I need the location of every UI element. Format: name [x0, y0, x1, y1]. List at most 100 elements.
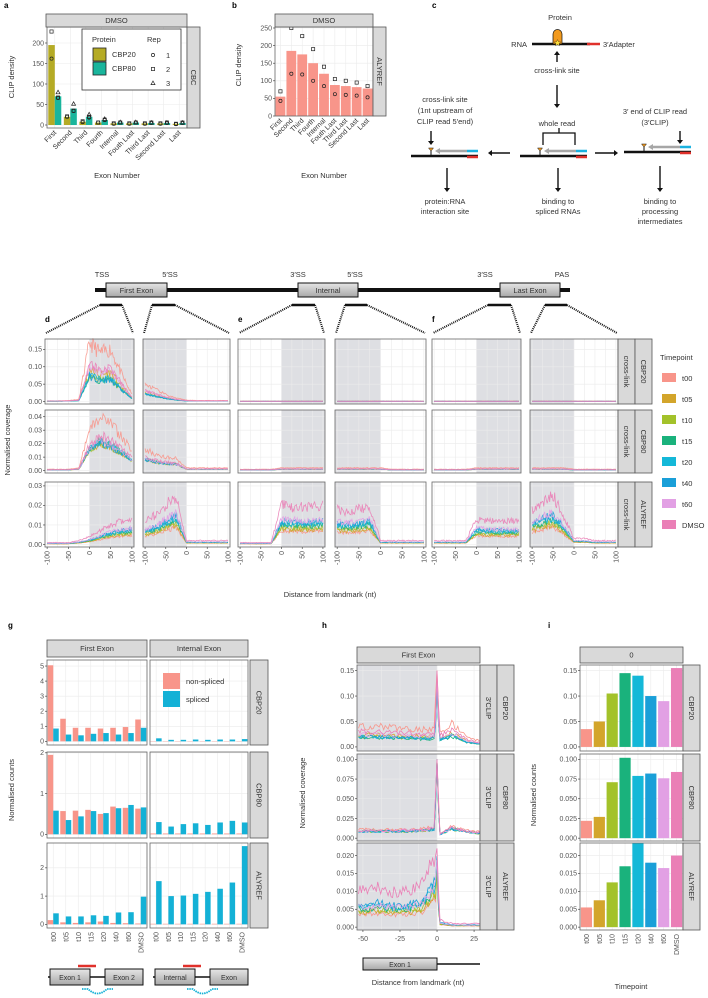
replicate-point	[111, 121, 116, 126]
x-tick-label: 100	[613, 551, 620, 563]
y-axis-title: CLIP density	[7, 56, 16, 99]
bar-non-spliced	[236, 833, 242, 835]
legend-title: Timepoint	[660, 353, 694, 362]
bar-cbp20	[48, 45, 55, 125]
bar-non-spliced	[224, 833, 230, 835]
exon-box	[499, 282, 561, 298]
strip-protein	[634, 338, 653, 405]
facet-border	[44, 409, 135, 474]
legend-label: t15	[682, 437, 692, 446]
y-tick-label: 2	[40, 750, 44, 757]
x-tick-label: DMSO	[138, 931, 145, 953]
replicate-point	[71, 108, 76, 113]
facet-border	[237, 338, 326, 405]
legend-rep-label: 2	[166, 65, 170, 74]
zoom-connector	[530, 304, 546, 334]
panel-label-d: d	[45, 315, 50, 324]
right-outcome: binding to	[644, 197, 677, 206]
arrow-head	[677, 140, 683, 144]
y-tick-label: 0.10	[563, 693, 577, 700]
bar-spliced	[229, 739, 236, 742]
panel-label-c: c	[432, 1, 437, 10]
bar-spliced	[140, 896, 147, 925]
bar-non-spliced	[110, 727, 116, 742]
y-tick-label: 0.05	[563, 719, 577, 726]
landmark-label: TSS	[95, 270, 110, 279]
y-tick-label: 100	[260, 78, 272, 85]
x-tick-label: t05	[166, 932, 173, 942]
bar-spliced	[180, 824, 187, 835]
landmark-label: 3′SS	[290, 270, 306, 279]
facet-border	[149, 842, 249, 929]
bar-t15	[619, 757, 631, 839]
x-tick-label: -100	[432, 551, 439, 565]
coverage-line-DMSO	[532, 468, 616, 471]
panel-label-e: e	[238, 315, 243, 324]
y-axis-title: Normalised coverage	[298, 758, 307, 829]
bar-t40	[645, 773, 657, 839]
bar-non-spliced	[135, 719, 141, 742]
replicate-point	[179, 119, 186, 125]
zoom-connector	[45, 304, 101, 334]
strip-type-label: 3′CLIP	[484, 786, 493, 808]
y-tick-label: 0.01	[28, 522, 42, 529]
y-tick-label: 0.02	[28, 441, 42, 448]
strip-protein-label: CBP80	[501, 786, 510, 810]
x-tick-label: 0	[435, 936, 439, 943]
y-tick-label: 0.03	[28, 483, 42, 490]
x-tick-label: 50	[205, 551, 212, 559]
replicate-point	[343, 78, 348, 83]
bar-t10	[606, 693, 618, 747]
bar-spliced	[65, 820, 72, 835]
replicate-point	[278, 89, 283, 94]
coverage-line-DMSO	[240, 468, 323, 471]
strip-facet-label: First Exon	[80, 644, 114, 653]
exon-label: Exon	[221, 975, 237, 982]
x-tick-label: -100	[238, 551, 245, 565]
y-tick-label: 0.100	[336, 757, 354, 764]
y-tick-label: 0.005	[559, 907, 577, 914]
clip-read-arrowhead	[544, 148, 549, 154]
y-tick-label: 0.050	[336, 796, 354, 803]
replicate-point	[164, 119, 170, 125]
strip-dmso	[274, 13, 374, 28]
bar-spliced	[115, 912, 122, 925]
x-tick-label: -100	[143, 551, 150, 565]
landmark-shading	[281, 339, 325, 404]
legend-swatch-t15	[662, 436, 676, 445]
strip-type-label: 3′CLIP	[484, 875, 493, 897]
crosslink-star-icon	[553, 39, 562, 47]
bar-spliced	[115, 808, 122, 835]
replicate-point	[70, 100, 77, 106]
left-title: CLIP read 5′end)	[417, 117, 474, 126]
y-tick-label: 0.02	[28, 503, 42, 510]
bar-spliced	[53, 810, 59, 835]
replicate-point	[311, 78, 316, 83]
y-tick-label: 100	[32, 81, 44, 88]
y-tick-label: 0.020	[336, 853, 354, 860]
strip-protein-label: ALYREF	[687, 872, 696, 901]
bar-cbp20	[63, 116, 71, 125]
strip-facet	[356, 646, 481, 664]
bar-non-spliced	[211, 833, 218, 835]
bar-cbp80	[70, 108, 77, 125]
strip-protein-label: CBP80	[687, 786, 696, 810]
legend-label: t60	[682, 500, 692, 509]
bar-spliced	[103, 733, 109, 742]
y-tick-label: 50	[264, 96, 272, 103]
bar-t00	[580, 907, 593, 928]
coverage-line-t60	[240, 515, 324, 544]
x-axis-title: Distance from landmark (nt)	[372, 978, 465, 987]
x-tick-label: 100	[225, 551, 232, 563]
arrow-head	[428, 141, 434, 145]
crosslink-marker-icon	[536, 147, 544, 152]
strip-protein	[634, 409, 653, 474]
facet-border	[237, 409, 326, 474]
coverage-line-t00	[531, 467, 616, 470]
protein-icon	[552, 29, 563, 45]
zoom-connector	[335, 304, 346, 334]
y-tick-label: 0.15	[563, 668, 577, 675]
right-outcome: intermediates	[637, 217, 682, 226]
strip-protein	[496, 753, 515, 842]
replicate-point	[354, 80, 359, 85]
